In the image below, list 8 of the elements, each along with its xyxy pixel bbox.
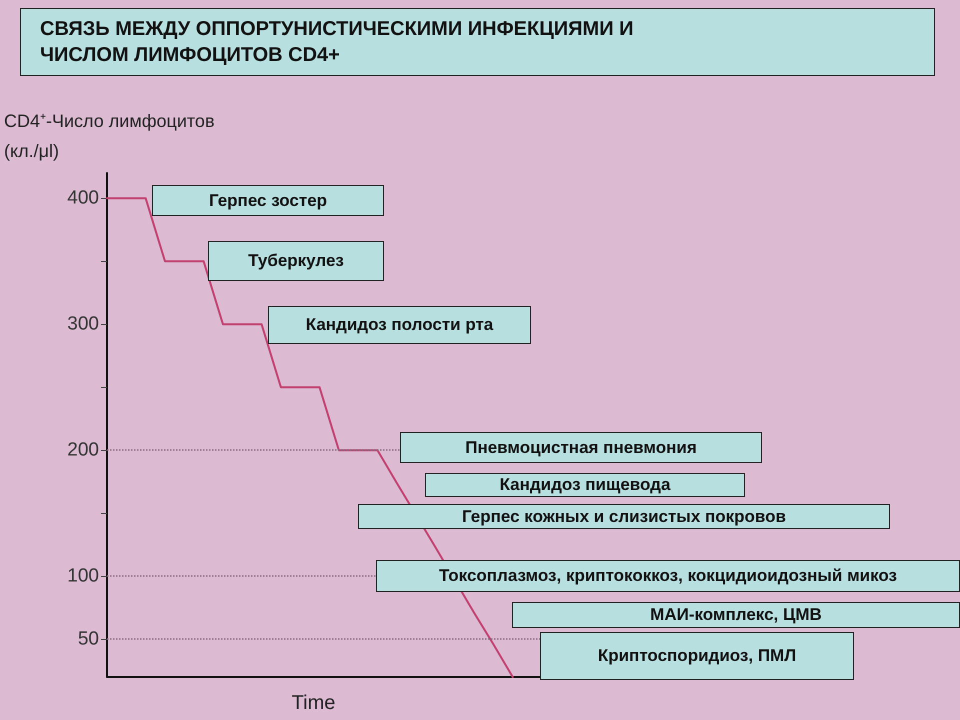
y-tick-label: 300 (67, 314, 99, 335)
x-axis-title: Time (292, 692, 336, 714)
y-tick-label: 400 (67, 188, 99, 209)
y-tick-label: 50 (78, 628, 99, 650)
y-axis-title: CD4⁺-Число лимфоцитов (кл./μl) (4, 111, 215, 161)
chart-title: СВЯЗЬ МЕЖДУ ОППОРТУНИСТИЧЕСКИМИ ИНФЕКЦИЯМИ И ЧИСЛОМ ЛИМФОЦИТОВ CD4+ (40, 18, 640, 66)
y-tick-label: 200 (67, 440, 99, 461)
y-tick-label: 100 (67, 566, 99, 587)
